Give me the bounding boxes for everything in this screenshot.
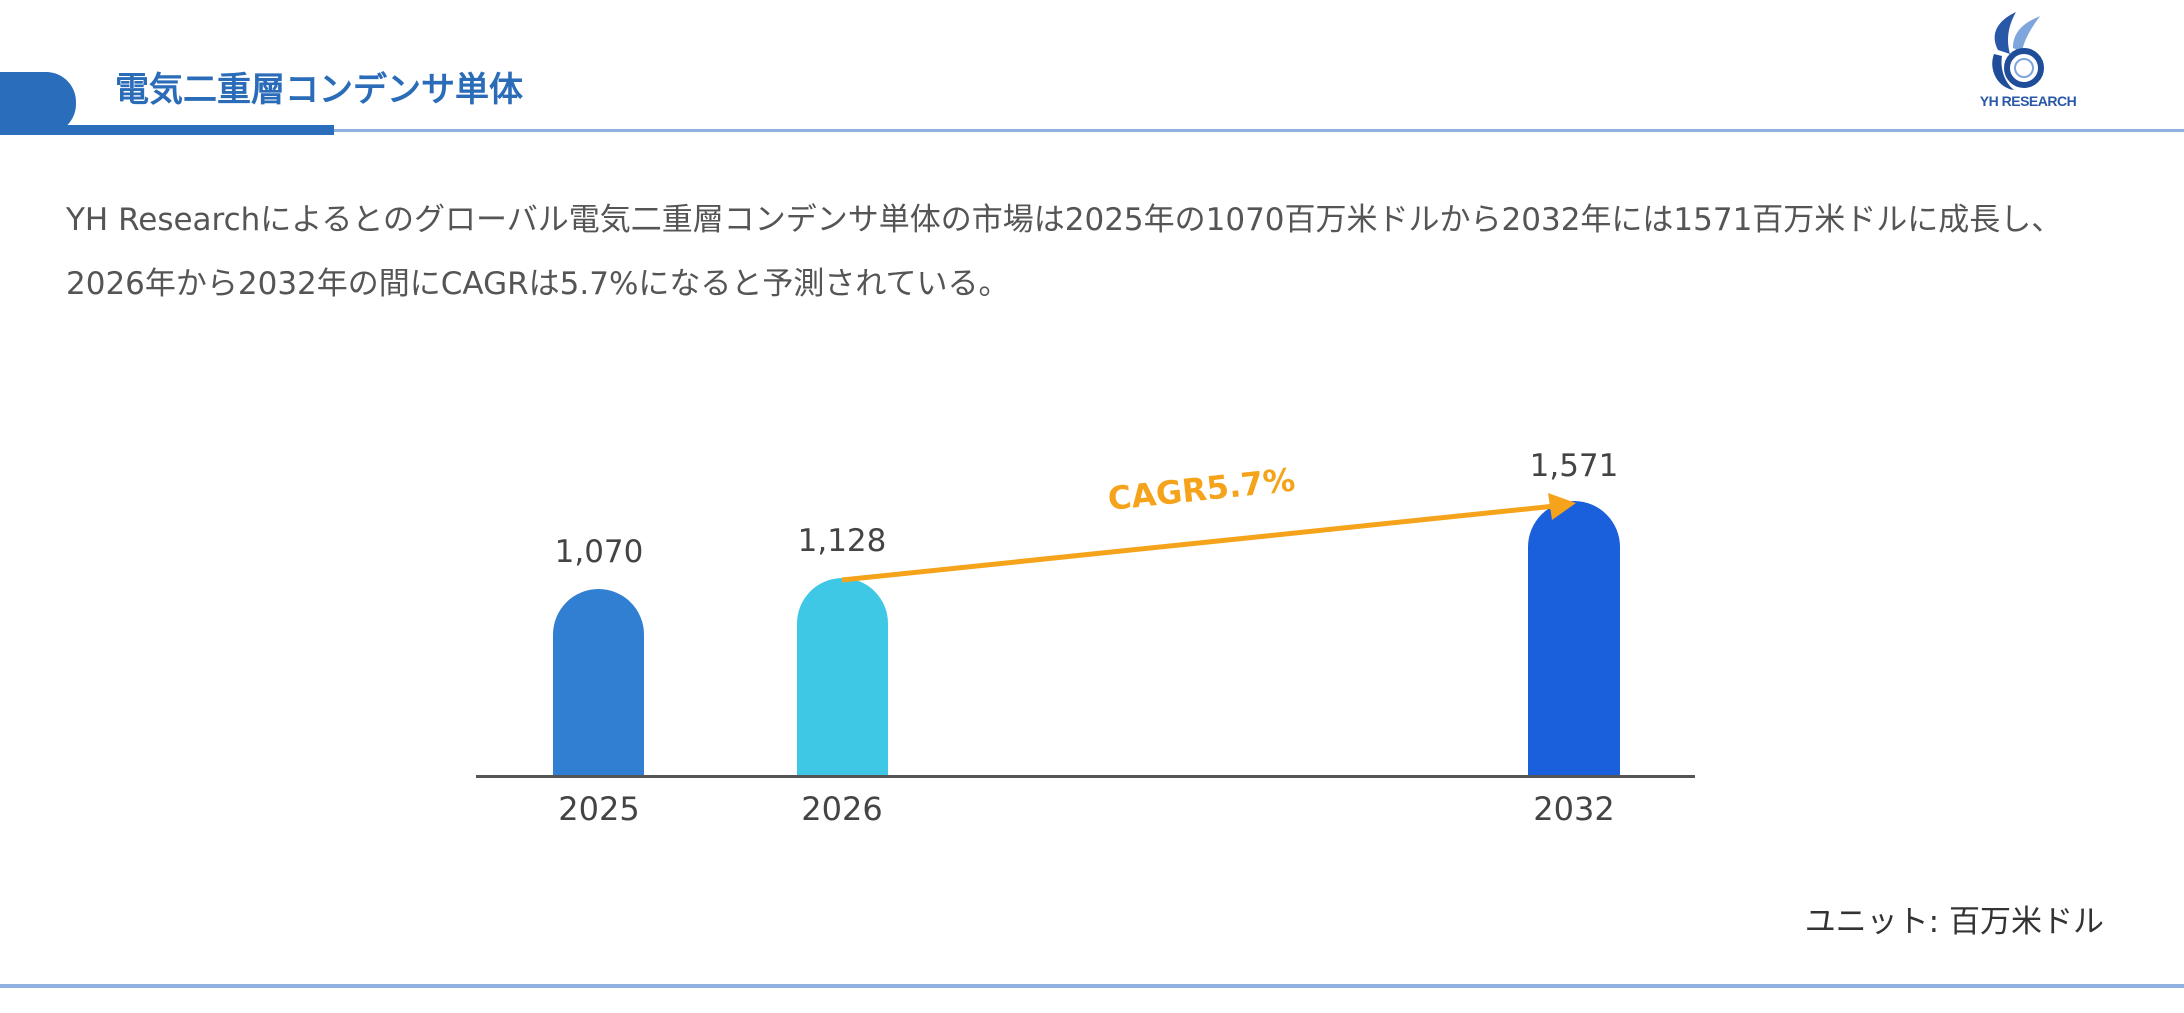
bar-2032: [1528, 501, 1620, 776]
header-divider: [334, 129, 2184, 132]
yh-research-logo-icon: [1992, 12, 2044, 90]
page-title: 電気二重層コンデンサ単体: [115, 70, 523, 110]
logo-text: YH RESEARCH: [1979, 93, 2077, 109]
x-tick-label: 2025: [558, 790, 640, 828]
x-tick-label: 2032: [1533, 790, 1615, 828]
bar-value-label: 1,070: [554, 534, 644, 570]
bar-2026: [797, 578, 888, 776]
bar-2025: [553, 589, 644, 776]
x-axis-line: [476, 775, 1695, 778]
bar-value-label: 1,128: [797, 523, 887, 559]
header-tab-decoration: [0, 72, 76, 134]
bar-value-label: 1,571: [1529, 448, 1619, 484]
x-tick-label: 2026: [801, 790, 883, 828]
header-underline-accent: [0, 125, 334, 135]
unit-label: ユニット: 百万米ドル: [1804, 904, 2104, 940]
footer-divider: [0, 984, 2184, 988]
market-description: YH Researchによるとのグローバル電気二重層コンデンサ単体の市場は202…: [66, 202, 2063, 302]
